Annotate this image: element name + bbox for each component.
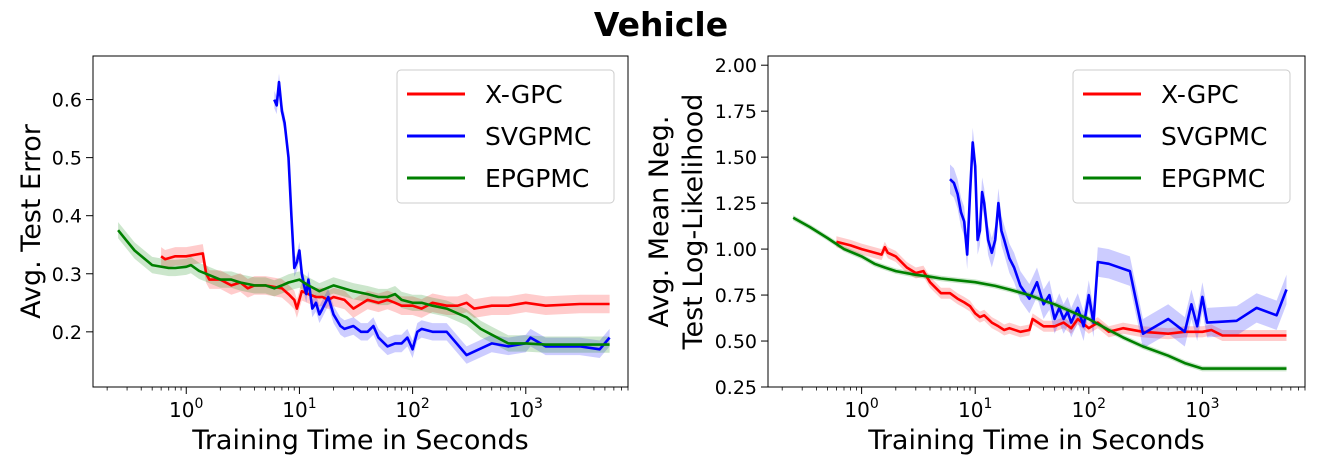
y-tick-label: 0.5 bbox=[52, 148, 82, 170]
y-tick-label: 0.3 bbox=[52, 264, 82, 286]
x-tick-label: 102 bbox=[395, 396, 429, 422]
x-tick-base: 10 bbox=[395, 398, 420, 422]
y-tick-label: 0.4 bbox=[52, 206, 82, 228]
confidence-band bbox=[950, 127, 1287, 349]
x-tick-base: 10 bbox=[282, 398, 307, 422]
x-tick-exponent: 3 bbox=[1211, 396, 1220, 412]
legend: X-GPC SVGPMC EPGPMC bbox=[1072, 69, 1291, 204]
y-tick-label: 1.25 bbox=[715, 193, 757, 215]
figure-title: Vehicle bbox=[594, 5, 728, 44]
plot-area bbox=[792, 127, 1288, 372]
x-tick-exponent: 3 bbox=[534, 396, 543, 412]
x-tick-base: 10 bbox=[509, 398, 534, 422]
confidence-band bbox=[161, 244, 610, 318]
y-tick-label: 2.00 bbox=[715, 55, 757, 77]
legend-label: SVGPMC bbox=[485, 122, 591, 151]
plot-frame bbox=[767, 55, 1306, 388]
x-tick-exponent: 0 bbox=[195, 396, 204, 412]
y-tick-label: 0.6 bbox=[52, 90, 82, 112]
x-tick-base: 10 bbox=[169, 398, 194, 422]
series-line bbox=[117, 229, 610, 346]
y-tick-label: 1.50 bbox=[715, 147, 757, 169]
confidence-band bbox=[836, 236, 1287, 341]
x-minor-ticks bbox=[106, 387, 629, 391]
x-minor-ticks bbox=[781, 387, 1306, 391]
legend-label: SVGPMC bbox=[1161, 122, 1267, 151]
legend-label: EPGPMC bbox=[485, 164, 589, 193]
y-tick-label: 0.2 bbox=[52, 322, 82, 344]
y-axis-label: Avg. Test Error bbox=[16, 123, 47, 319]
legend-label: X-GPC bbox=[485, 80, 563, 109]
legend-label: X-GPC bbox=[1161, 80, 1239, 109]
legend-box bbox=[396, 69, 615, 204]
x-tick-base: 10 bbox=[1185, 398, 1210, 422]
x-tick-exponent: 0 bbox=[870, 396, 879, 412]
series-line bbox=[273, 80, 611, 357]
x-tick-exponent: 2 bbox=[421, 396, 430, 412]
x-tick-label: 101 bbox=[958, 396, 992, 422]
x-tick-label: 100 bbox=[169, 396, 203, 422]
neg-log-likelihood-chart: 100 101 102 1030.250.500.751.001.251.501.75… bbox=[644, 55, 1306, 456]
series-line bbox=[949, 141, 1288, 336]
x-tick-label: 103 bbox=[509, 396, 543, 422]
y-tick-label: 0.75 bbox=[715, 285, 757, 307]
y-tick-label: 1.00 bbox=[715, 239, 757, 261]
legend-label: EPGPMC bbox=[1161, 164, 1265, 193]
x-tick-exponent: 1 bbox=[308, 396, 317, 412]
x-tick-base: 10 bbox=[1072, 398, 1097, 422]
x-tick-label: 101 bbox=[282, 396, 316, 422]
y-tick-label: 0.25 bbox=[715, 377, 757, 399]
x-axis-label: Training Time in Seconds bbox=[867, 425, 1204, 456]
confidence-band bbox=[118, 222, 610, 353]
x-tick-label: 102 bbox=[1072, 396, 1106, 422]
x-tick-label: 103 bbox=[1185, 396, 1219, 422]
x-axis-label: Training Time in Seconds bbox=[191, 425, 528, 456]
x-tick-exponent: 1 bbox=[983, 396, 992, 412]
y-axis-label: Test Log-Likelihood bbox=[678, 94, 709, 351]
x-tick-exponent: 2 bbox=[1097, 396, 1106, 412]
x-tick-base: 10 bbox=[958, 398, 983, 422]
legend-box bbox=[1072, 69, 1291, 204]
plot-frame bbox=[92, 55, 629, 388]
plot-area bbox=[117, 73, 611, 364]
y-tick-label: 1.75 bbox=[715, 101, 757, 123]
x-tick-base: 10 bbox=[844, 398, 869, 422]
y-tick-label: 0.50 bbox=[715, 331, 757, 353]
series-line bbox=[792, 216, 1287, 370]
legend: X-GPC SVGPMC EPGPMC bbox=[396, 69, 615, 204]
x-tick-label: 100 bbox=[844, 396, 878, 422]
y-axis-label: Avg. Mean Neg. bbox=[644, 116, 675, 328]
